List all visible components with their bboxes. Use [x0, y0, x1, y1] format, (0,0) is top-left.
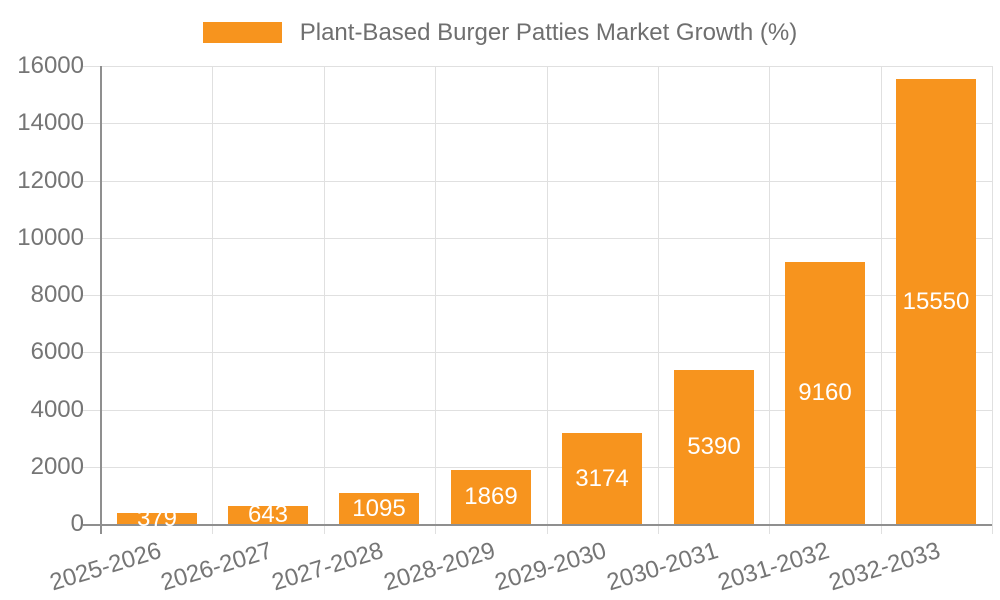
x-tick-mark [881, 524, 882, 534]
x-gridline [212, 66, 213, 524]
x-gridline [992, 66, 993, 524]
x-tick-mark [547, 524, 548, 534]
y-tick-mark [83, 352, 101, 353]
x-axis-line [83, 524, 992, 526]
y-tick-mark [83, 238, 101, 239]
x-gridline [324, 66, 325, 524]
y-tick-mark [83, 295, 101, 296]
y-tick-mark [83, 181, 101, 182]
bar-value-label: 643 [247, 501, 289, 528]
y-gridline [101, 238, 992, 239]
y-axis-tick-label: 4000 [30, 396, 84, 423]
bar [228, 506, 308, 524]
y-axis-tick-label: 6000 [30, 338, 84, 365]
y-tick-mark [83, 123, 101, 124]
y-tick-mark [83, 66, 101, 67]
x-tick-mark [212, 524, 213, 534]
y-axis-tick-label: 16000 [17, 52, 84, 79]
x-gridline [881, 66, 882, 524]
y-tick-mark [83, 467, 101, 468]
bar-value-label: 379 [136, 505, 178, 532]
bar [562, 433, 642, 524]
x-tick-mark [324, 524, 325, 534]
x-axis-tick-label: 2030-2031 [603, 537, 722, 597]
y-axis-tick-label: 0 [70, 510, 84, 537]
x-gridline [658, 66, 659, 524]
y-gridline [101, 295, 992, 296]
x-gridline [769, 66, 770, 524]
y-axis-tick-label: 10000 [17, 224, 84, 251]
y-axis-tick-label: 12000 [17, 167, 84, 194]
bar [117, 513, 197, 524]
bar [896, 79, 976, 524]
bar [339, 493, 419, 524]
bar [785, 262, 865, 524]
bar [451, 470, 531, 524]
bar-value-label: 1095 [352, 495, 406, 522]
y-gridline [101, 410, 992, 411]
y-gridline [101, 66, 992, 67]
x-axis-tick-label: 2029-2030 [491, 537, 610, 597]
y-gridline [101, 352, 992, 353]
y-tick-mark [83, 410, 101, 411]
x-axis-tick-label: 2032-2033 [825, 537, 944, 597]
x-axis-tick-label: 2027-2028 [268, 537, 387, 597]
bar-value-label: 1869 [464, 483, 518, 510]
x-gridline [435, 66, 436, 524]
bar-value-label: 15550 [902, 288, 970, 315]
legend: Plant-Based Burger Patties Market Growth… [0, 19, 1000, 46]
x-tick-mark [435, 524, 436, 534]
bar-value-label: 5390 [687, 433, 741, 460]
legend-swatch [202, 22, 282, 43]
y-gridline [101, 123, 992, 124]
x-gridline [547, 66, 548, 524]
x-tick-mark [658, 524, 659, 534]
x-axis-tick-label: 2025-2026 [46, 537, 165, 597]
y-axis-line [100, 66, 102, 534]
x-axis-tick-label: 2026-2027 [157, 537, 276, 597]
x-tick-mark [992, 524, 993, 534]
bar-value-label: 3174 [575, 465, 629, 492]
x-axis-tick-label: 2031-2032 [714, 537, 833, 597]
y-axis-tick-label: 8000 [30, 281, 84, 308]
x-axis-tick-label: 2028-2029 [380, 537, 499, 597]
x-tick-mark [769, 524, 770, 534]
y-axis-tick-label: 14000 [17, 109, 84, 136]
bar [674, 370, 754, 524]
y-gridline [101, 467, 992, 468]
chart-title: Plant-Based Burger Patties Market Growth… [299, 19, 798, 46]
bar-value-label: 9160 [798, 379, 852, 406]
y-axis-tick-label: 2000 [30, 453, 84, 480]
y-gridline [101, 181, 992, 182]
